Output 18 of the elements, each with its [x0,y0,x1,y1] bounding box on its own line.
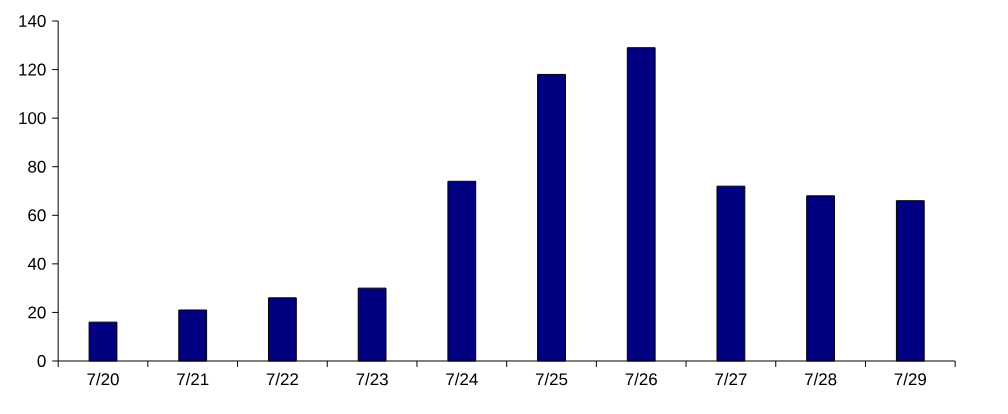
y-tick-label: 0 [37,355,46,367]
y-tick-label: 140 [19,15,46,27]
y-tick-label: 60 [28,209,46,222]
x-tick-label: 7/23 [356,372,388,386]
x-tick-label: 7/20 [87,372,119,386]
x-tick-label: 7/29 [894,372,926,386]
x-tick-label: 7/28 [805,372,837,386]
x-tick-label: 7/21 [177,372,209,386]
y-tick-label: 120 [19,63,46,76]
y-tick-label: 100 [19,112,46,125]
x-tick-label: 7/22 [266,372,299,386]
x-tick-label: 7/27 [715,372,747,386]
y-tick-label: 80 [28,160,46,173]
x-tick-label: 7/26 [625,372,657,386]
x-tick-label: 7/24 [446,372,478,386]
y-tick-label: 40 [27,257,46,270]
x-tick-label: 7/25 [535,372,568,386]
y-tick-label: 20 [28,306,46,319]
